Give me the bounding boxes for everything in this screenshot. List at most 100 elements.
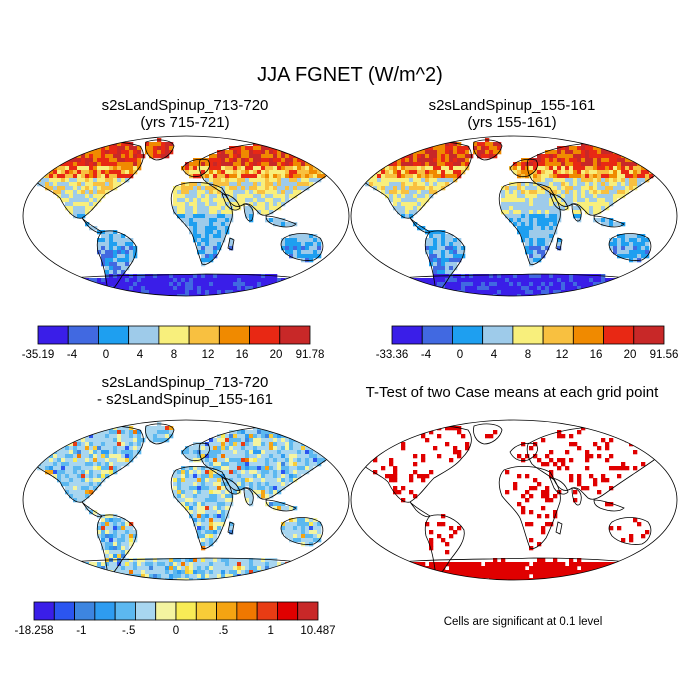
grid-cell [121,530,126,535]
grid-cell [101,254,106,259]
grid-cell [609,194,614,199]
grid-cell [105,158,110,163]
grid-cell [209,450,214,455]
grid-cell [245,178,250,183]
grid-cell [149,282,154,287]
grid-cell [301,518,306,523]
grid-cell [201,442,206,447]
grid-cell [569,186,574,191]
grid-cell [621,222,626,227]
grid-cell [209,166,214,171]
grid-cell [261,566,266,571]
grid-cell [301,294,306,296]
grid-cell [297,538,302,543]
grid-cell [109,254,114,259]
grid-cell [585,166,590,171]
grid-cell [233,182,238,187]
grid-cell [249,578,254,580]
grid-cell [61,166,66,171]
grid-cell [213,178,218,183]
grid-cell [421,434,426,439]
grid-cell [81,178,86,183]
grid-cell [293,298,297,302]
grid-cell [249,482,254,487]
grid-cell [261,206,266,211]
grid-cell [513,274,518,279]
grid-cell [293,582,297,586]
grid-cell [213,494,218,499]
grid-cell [545,186,550,191]
grid-cell [525,194,530,199]
grid-cell [193,190,198,195]
grid-cell [241,190,246,195]
grid-cell [209,562,214,567]
grid-cell [449,174,454,179]
grid-cell [425,230,430,235]
grid-cell [177,278,182,283]
grid-cell [633,250,638,255]
grid-cell [397,150,402,155]
grid-cell [617,254,622,259]
grid-cell [217,558,222,563]
grid-cell [545,194,550,199]
grid-cell [281,174,286,179]
grid-cell [313,278,318,283]
grid-cell [113,578,118,580]
grid-cell [153,558,158,563]
grid-cell [373,282,378,287]
grid-cell [69,210,74,215]
grid-cell [453,158,458,163]
grid-cell [241,294,246,296]
grid-cell [85,178,90,183]
grid-cell [253,194,258,199]
grid-cell [249,282,254,287]
grid-cell [385,170,390,175]
grid-cell [117,566,122,571]
grid-cell [581,162,586,167]
grid-cell [313,526,318,531]
grid-cell [81,474,86,479]
grid-cell [249,198,254,203]
grid-cell [241,570,246,575]
grid-cell [277,194,282,199]
grid-cell [529,210,534,215]
grid-cell [425,246,430,251]
grid-cell [53,578,58,580]
grid-cell [521,190,526,195]
grid-cell [217,194,222,199]
grid-cell [401,158,406,163]
grid-cell [125,566,130,571]
grid-cell [621,298,625,302]
grid-cell [329,298,333,302]
grid-cell [121,142,126,147]
grid-cell [553,198,558,203]
grid-cell [617,154,622,159]
grid-cell [429,150,434,155]
grid-cell [109,270,114,275]
grid-cell [133,170,138,175]
grid-cell [285,222,290,227]
grid-cell [589,290,594,295]
grid-cell [393,202,398,207]
grid-cell [73,570,78,575]
grid-cell [129,526,134,531]
grid-cell [509,182,514,187]
grid-cell [293,566,298,571]
grid-cell [449,158,454,163]
grid-cell [137,158,142,163]
grid-cell [193,278,198,283]
grid-cell [305,286,310,291]
grid-cell [89,566,94,571]
grid-cell [577,178,582,183]
grid-cell [229,434,234,439]
grid-cell [273,446,278,451]
grid-cell [217,206,222,211]
grid-cell [101,538,106,543]
case1-colorbar-tick-label: 16 [236,349,249,361]
grid-cell [253,146,258,151]
grid-cell [245,282,250,287]
grid-cell [589,274,594,279]
grid-cell [253,442,258,447]
grid-cell [569,194,574,199]
